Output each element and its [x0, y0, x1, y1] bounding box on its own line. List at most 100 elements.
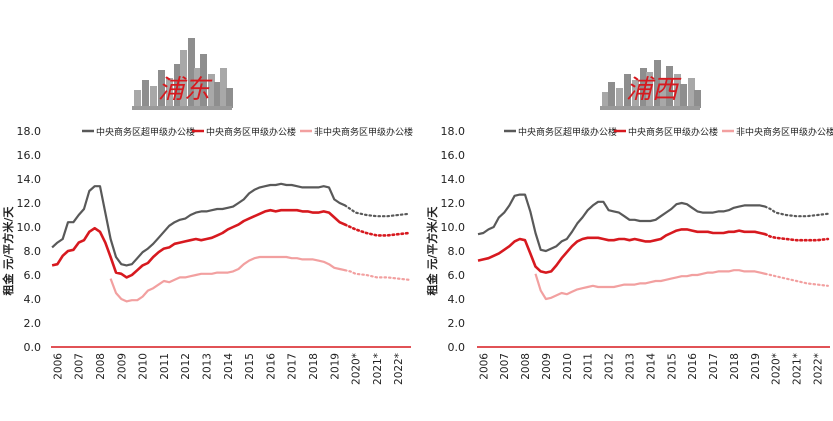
chart-panel-1: 浦东 0.0 2.0 4.0 6.0 8.0 10.0 12.0 14.0 16.0 18.0 租金 … [1, 38, 413, 385]
skyline-building [180, 50, 187, 108]
skyline-logo: 浦东 [132, 38, 233, 110]
x-tick-label: 2017 [708, 353, 720, 380]
x-tick-label: 2017 [287, 353, 299, 380]
skyline-building [688, 78, 695, 108]
x-tick-label: 2010 [562, 353, 574, 380]
skyline-building [214, 82, 221, 108]
chart-panel-2: 浦西 0.0 2.0 4.0 6.0 8.0 10.0 12.0 14.0 16.0 18.0 租金 … [425, 60, 833, 385]
skyline-building [608, 82, 615, 108]
legend-item: 中央商务区甲级办公楼 [614, 126, 718, 138]
skyline-building [226, 88, 233, 108]
series-line [51, 208, 346, 279]
y-axis-title: 租金 元/平方米/天 [1, 206, 15, 296]
y-tick-label: 0.0 [24, 341, 42, 354]
skyline-building [142, 80, 149, 108]
y-tick-label: 0.0 [448, 341, 466, 354]
legend-item: 非中央商务区甲级办公楼 [722, 126, 833, 138]
series-line [477, 228, 766, 274]
x-tick-label: 2021* [792, 353, 804, 385]
legend-label: 中央商务区超甲级办公楼 [518, 126, 617, 138]
y-tick-label: 18.0 [17, 125, 42, 138]
series-line [109, 255, 346, 303]
legend-label: 中央商务区甲级办公楼 [206, 126, 296, 138]
skyline-building [150, 86, 157, 108]
y-tick-label: 12.0 [441, 197, 466, 210]
x-tick-label: 2021* [372, 353, 384, 385]
x-tick-label: 2019 [329, 353, 341, 380]
skyline-building [616, 88, 623, 108]
series-forecast-line [764, 272, 829, 287]
x-tick-label: 2008 [95, 353, 107, 380]
y-tick-label: 16.0 [441, 149, 466, 162]
y-tick-label: 16.0 [17, 149, 42, 162]
x-tick-label: 2013 [624, 353, 636, 380]
x-tick-label: 2006 [52, 353, 64, 380]
skyline-building [694, 90, 701, 108]
x-tick-label: 2012 [604, 353, 616, 380]
skyline-building [194, 68, 201, 108]
x-tick-label: 2022* [393, 353, 405, 385]
y-tick-label: 6.0 [448, 269, 466, 282]
y-tick-label: 2.0 [448, 317, 466, 330]
skyline-building [674, 74, 681, 108]
x-tick-label: 2018 [729, 353, 741, 380]
y-tick-label: 10.0 [17, 221, 42, 234]
series-forecast-line [343, 269, 410, 281]
series-forecast-line [343, 204, 410, 218]
y-tick-label: 6.0 [24, 269, 42, 282]
y-tick-label: 4.0 [448, 293, 466, 306]
district-logo-text: 浦东 [158, 75, 213, 105]
skyline-ground [132, 106, 232, 110]
skyline-building [680, 84, 687, 108]
x-tick-label: 2016 [265, 353, 277, 380]
y-axis-title: 租金 元/平方米/天 [425, 206, 439, 296]
x-tick-label: 2013 [202, 353, 214, 380]
skyline-building [666, 66, 673, 108]
y-tick-label: 4.0 [24, 293, 42, 306]
legend-item: 非中央商务区甲级办公楼 [300, 126, 413, 138]
series-line [51, 182, 346, 267]
y-tick-label: 2.0 [24, 317, 42, 330]
legend-label: 非中央商务区甲级办公楼 [314, 126, 413, 138]
series-forecast-line [763, 232, 830, 242]
skyline-building [660, 78, 667, 108]
skyline-building [188, 38, 195, 108]
x-tick-label: 2014 [645, 353, 657, 380]
skyline-building [632, 80, 639, 108]
skyline-building [646, 72, 653, 108]
legend-label: 非中央商务区甲级办公楼 [736, 126, 833, 138]
x-tick-label: 2018 [308, 353, 320, 380]
skyline-building [624, 74, 631, 108]
legend-item: 中央商务区甲级办公楼 [192, 126, 296, 138]
legend-item: 中央商务区超甲级办公楼 [504, 126, 617, 138]
skyline-building [200, 54, 207, 108]
skyline-building [166, 78, 173, 108]
y-tick-label: 18.0 [441, 125, 466, 138]
skyline-building [654, 60, 661, 108]
district-logo-text: 浦西 [626, 75, 682, 105]
y-tick-label: 12.0 [17, 197, 42, 210]
x-tick-label: 2020* [771, 353, 783, 385]
x-tick-label: 2006 [478, 353, 490, 380]
y-tick-label: 8.0 [448, 245, 466, 258]
x-tick-label: 2019 [750, 353, 762, 380]
x-tick-label: 2016 [687, 353, 699, 380]
x-tick-label: 2010 [138, 353, 150, 380]
skyline-building [640, 68, 647, 108]
y-tick-label: 14.0 [441, 173, 466, 186]
x-tick-label: 2014 [223, 353, 235, 380]
series-forecast-line [764, 205, 829, 218]
series-line [477, 193, 766, 253]
x-tick-label: 2011 [159, 353, 171, 380]
series-line [534, 269, 766, 301]
x-tick-label: 2015 [666, 353, 678, 380]
y-tick-label: 8.0 [24, 245, 42, 258]
x-tick-label: 2015 [244, 353, 256, 380]
x-tick-label: 2011 [583, 353, 595, 380]
y-tick-label: 14.0 [17, 173, 42, 186]
series-forecast-line [343, 223, 411, 237]
skyline-building [158, 70, 165, 108]
x-tick-label: 2022* [812, 353, 824, 385]
